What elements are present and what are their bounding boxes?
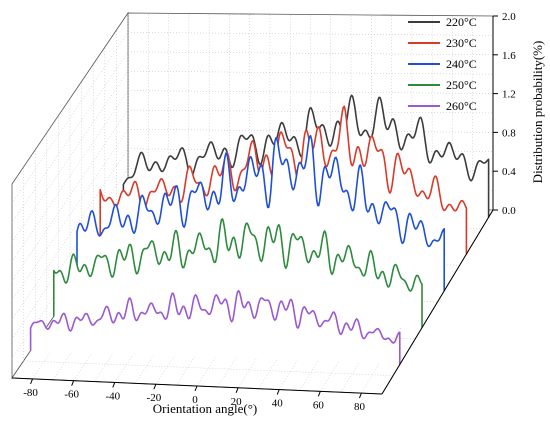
x-tick-label: 60 [313, 399, 325, 411]
series-line-1 [99, 105, 468, 255]
x-tick-label: -20 [147, 392, 162, 404]
x-tick-mark [235, 387, 239, 393]
z-axis-ticks: 0.0 0.4 0.8 1.2 1.6 2.0 [493, 11, 516, 217]
x-tick-label: 40 [272, 398, 284, 410]
z-tick-label: 2.0 [502, 11, 516, 23]
x-tick-label: -60 [64, 389, 79, 401]
series-fill-2 [77, 135, 445, 291]
x-tick-label: 80 [354, 401, 366, 413]
x-tick-mark [71, 380, 75, 386]
series-fill-4 [30, 290, 400, 365]
x-tick-mark [112, 382, 116, 388]
z-tick-label: 0.8 [502, 127, 516, 139]
z-axis-title: Distribution probability(%) [530, 41, 545, 184]
x-tick-mark [153, 384, 157, 390]
x-tick-mark [194, 385, 198, 392]
series-line-3 [53, 218, 423, 328]
x-tick-label: -40 [105, 390, 120, 402]
legend: 220°C 230°C 240°C 250°C 260°C [408, 15, 477, 113]
grid-line [127, 90, 494, 94]
x-tick-label: 20 [231, 396, 243, 408]
depth-axis-line [381, 209, 494, 395]
grid-line [127, 129, 494, 133]
x-tick-label: 0 [192, 394, 198, 406]
z-tick-label: 0.4 [502, 166, 516, 178]
grid-line [127, 148, 494, 153]
z-tick-label: 1.2 [502, 89, 516, 101]
x-tick-mark [317, 391, 321, 397]
legend-label-3: 250°C [446, 78, 477, 92]
series-fill-3 [53, 218, 423, 328]
grid-line [127, 51, 494, 56]
z-tick-label: 1.6 [502, 50, 516, 62]
x-axis-title: Orientation angle(°) [153, 401, 257, 416]
x-tick-mark [358, 392, 362, 399]
z-tick-label: 0.0 [502, 205, 516, 217]
x-tick-label: -80 [23, 387, 38, 399]
grid-line [127, 109, 494, 114]
series-line-4 [29, 290, 401, 365]
legend-label-4: 260°C [446, 99, 477, 113]
series-line-2 [76, 134, 445, 291]
legend-label-0: 220°C [446, 15, 477, 29]
legend-label-1: 230°C [446, 36, 477, 50]
x-tick-mark [276, 389, 280, 395]
x-tick-mark [30, 378, 34, 385]
x-axis-ticks: -80 -60 -40 -20 0 20 40 60 80 [23, 378, 366, 413]
series-layer [29, 94, 490, 365]
legend-label-2: 240°C [446, 57, 477, 71]
